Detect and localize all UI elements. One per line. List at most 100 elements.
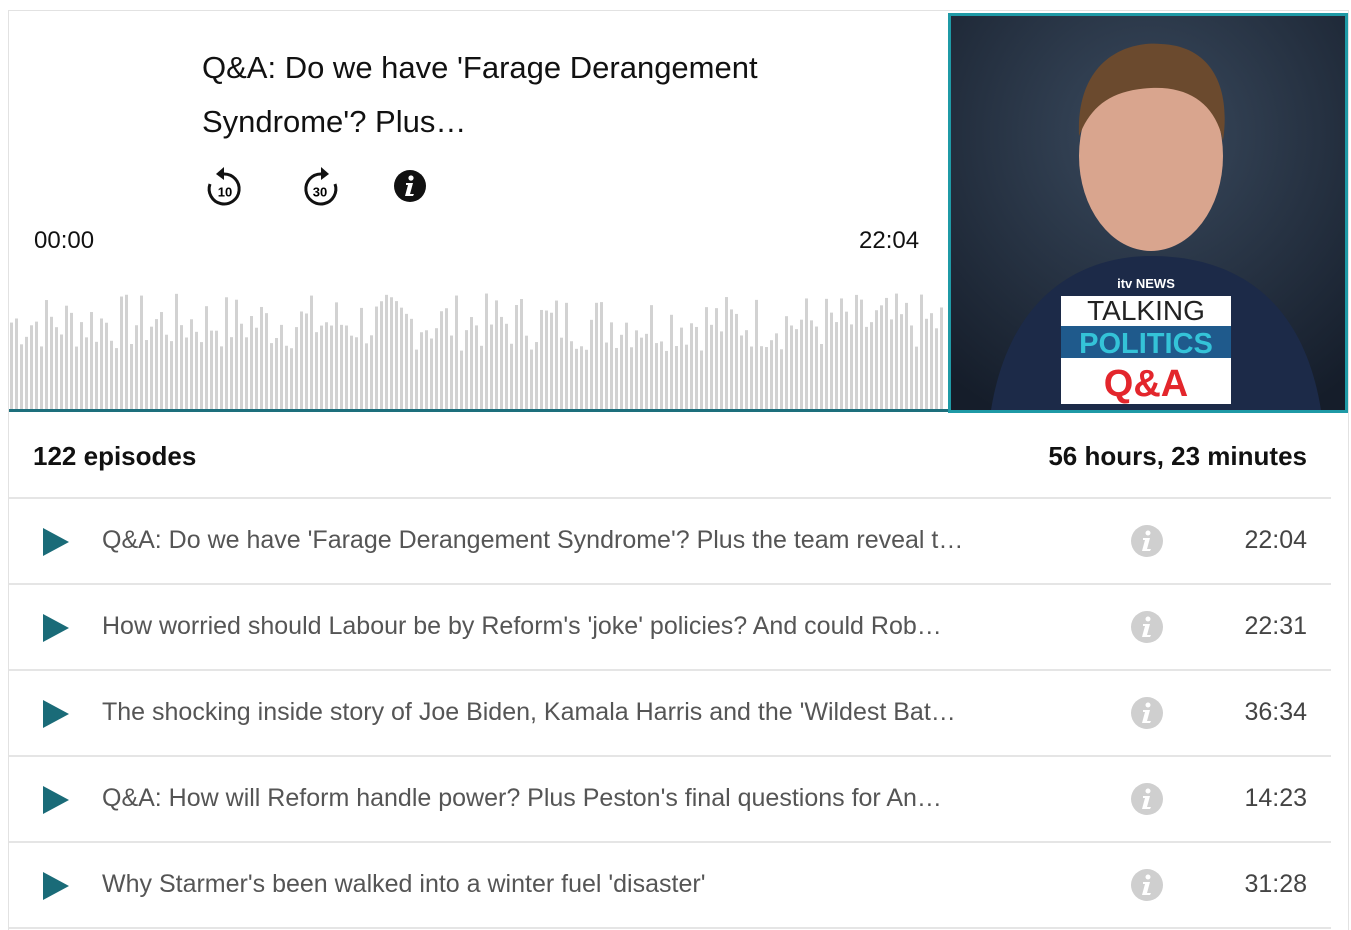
waveform-bar — [840, 298, 843, 409]
waveform-bar — [580, 346, 583, 409]
waveform-bar — [445, 308, 448, 409]
waveform-bar — [95, 342, 98, 409]
waveform-bar — [695, 327, 698, 409]
info-dot — [1146, 531, 1151, 536]
episode-duration: 31:28 — [1244, 870, 1307, 899]
waveform-bar — [350, 336, 353, 409]
waveform-bar — [65, 306, 68, 409]
waveform-bar — [805, 298, 808, 409]
waveform-bar — [415, 350, 418, 409]
waveform-bar — [140, 296, 143, 409]
info-button[interactable] — [1130, 696, 1164, 730]
waveform-bar — [935, 328, 938, 409]
waveform-bar — [285, 346, 288, 409]
waveform-bar — [450, 336, 453, 409]
waveform-bar — [730, 309, 733, 409]
skip-forward-button[interactable]: 30 — [301, 166, 341, 208]
waveform-bar — [895, 294, 898, 409]
waveform-bar — [370, 335, 373, 409]
play-button[interactable] — [41, 526, 71, 558]
waveform-bar — [325, 322, 328, 409]
play-icon — [43, 700, 69, 728]
waveform-bar — [700, 351, 703, 409]
play-button[interactable] — [41, 698, 71, 730]
brand: itv NEWS — [1117, 276, 1175, 291]
waveform-bar — [215, 331, 218, 409]
waveform-bar — [495, 300, 498, 409]
waveform-bar — [320, 326, 323, 409]
waveform-bar — [145, 340, 148, 409]
waveform-bar — [665, 351, 668, 409]
info-dot — [1146, 789, 1151, 794]
waveform-bar — [110, 341, 113, 409]
play-button[interactable] — [41, 612, 71, 644]
waveform-bar — [80, 322, 83, 409]
total-time: 22:04 — [859, 227, 919, 255]
play-button[interactable] — [41, 870, 71, 902]
waveform-bar — [100, 318, 103, 409]
waveform-bar — [470, 317, 473, 409]
waveform-bar — [565, 303, 568, 409]
waveform-bar — [690, 323, 693, 409]
waveform-bar — [170, 341, 173, 409]
waveform-bar — [270, 343, 273, 409]
waveform-bar — [575, 349, 578, 409]
waveform-bar — [830, 313, 833, 409]
waveform-bar — [810, 320, 813, 409]
waveform-bar — [260, 307, 263, 409]
waveform-bar — [505, 324, 508, 409]
waveform-bar — [825, 299, 828, 409]
skip-back-button[interactable]: 10 — [204, 166, 244, 208]
waveform-bar — [220, 346, 223, 409]
episode-title: How worried should Labour be by Reform's… — [102, 612, 1062, 641]
info-dot — [1146, 617, 1151, 622]
info-button[interactable] — [393, 169, 427, 203]
waveform-bar — [60, 335, 63, 409]
episode-row[interactable]: Q&A: Do we have 'Farage Derangement Synd… — [9, 499, 1331, 585]
artwork-image: itv NEWS TALKING POLITICS Q&A — [951, 16, 1345, 410]
waveform-bar — [275, 338, 278, 409]
waveform-bar — [605, 343, 608, 409]
waveform[interactable] — [9, 281, 948, 413]
waveform-bar — [165, 335, 168, 409]
episode-duration: 36:34 — [1244, 698, 1307, 727]
episode-row[interactable]: Q&A: How will Reform handle power? Plus … — [9, 757, 1331, 843]
info-button[interactable] — [1130, 868, 1164, 902]
waveform-bar — [535, 342, 538, 409]
waveform-bar — [550, 313, 553, 409]
waveform-bar — [50, 317, 53, 409]
waveform-bar — [860, 300, 863, 409]
waveform-bar — [790, 326, 793, 409]
info-button[interactable] — [1130, 610, 1164, 644]
waveform-bar — [770, 340, 773, 409]
waveform-bar — [380, 301, 383, 409]
waveform-bar — [610, 322, 613, 409]
logo-line: POLITICS — [1079, 328, 1213, 360]
episode-title: Q&A: Do we have 'Farage Derangement Synd… — [202, 41, 762, 149]
waveform-bar — [160, 312, 163, 409]
play-button[interactable] — [41, 784, 71, 816]
info-button[interactable] — [1130, 524, 1164, 558]
waveform-bar — [680, 328, 683, 409]
episode-row[interactable]: The shocking inside story of Joe Biden, … — [9, 671, 1331, 757]
episode-row[interactable]: How worried should Labour be by Reform's… — [9, 585, 1331, 671]
waveform-bar — [745, 330, 748, 409]
waveform-bar — [930, 313, 933, 409]
waveform-bar — [410, 319, 413, 409]
waveform-bar — [685, 345, 688, 409]
waveform-bar — [560, 338, 563, 409]
logo-line: Q&A — [1104, 363, 1188, 405]
current-time: 00:00 — [34, 227, 94, 255]
episode-row[interactable]: Why Starmer's been walked into a winter … — [9, 843, 1331, 929]
waveform-bar — [540, 310, 543, 409]
info-button[interactable] — [1130, 782, 1164, 816]
waveform-bar — [340, 325, 343, 409]
waveform-bar — [490, 325, 493, 409]
waveform-bar — [570, 341, 573, 409]
waveform-bar — [230, 337, 233, 409]
player-page: Q&A: Do we have 'Farage Derangement Synd… — [8, 10, 1349, 930]
waveform-bar — [715, 308, 718, 409]
waveform-bar — [240, 324, 243, 409]
waveform-bar — [800, 320, 803, 409]
waveform-bar — [390, 297, 393, 409]
